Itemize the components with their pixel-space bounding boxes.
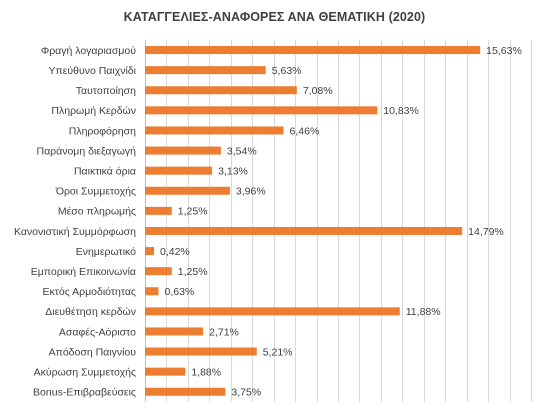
category-label: Μέσο πληρωμής (58, 206, 136, 218)
bar (145, 66, 266, 75)
bar (145, 146, 221, 155)
data-label: 3,54% (227, 145, 257, 157)
category-label: Κανονιστική Συμμόρφωση (14, 226, 136, 238)
bar (145, 247, 155, 256)
data-label: 15,63% (486, 45, 522, 57)
data-label: 1,25% (178, 206, 208, 218)
data-label: 0,42% (160, 246, 190, 258)
data-label: 5,21% (263, 346, 293, 358)
category-label: Ακύρωση Συμμετοχής (34, 366, 136, 378)
bar (145, 186, 230, 195)
category-label: Παράνομη διεξαγωγή (37, 145, 137, 157)
bar (145, 126, 284, 135)
category-label: Όροι Συμμετοχής (55, 186, 136, 198)
category-label: Παικτικά όρια (74, 165, 136, 177)
data-label: 3,13% (218, 165, 248, 177)
data-label: 2,71% (209, 326, 239, 338)
bar (145, 367, 186, 376)
category-label: Πληρωμή Κερδών (51, 105, 136, 117)
category-label: Διευθέτηση κερδών (45, 306, 136, 318)
bar (145, 86, 297, 95)
category-label: Φραγή λογαριασμού (41, 45, 136, 57)
data-label: 1,88% (191, 366, 221, 378)
category-label: Απόδοση Παιγνίου (49, 346, 137, 358)
category-label: Εκτός Αρμοδιότητας (43, 286, 137, 298)
category-label: Ενημερωτικό (76, 246, 136, 258)
bar (145, 206, 172, 215)
bar (145, 327, 204, 336)
data-label: 11,88% (406, 306, 441, 318)
category-label: Ταυτοποίηση (76, 85, 136, 97)
category-label: Πληροφόρηση (69, 125, 136, 137)
data-label: 3,96% (236, 186, 266, 198)
data-label: 0,63% (165, 286, 195, 298)
data-label: 6,46% (290, 125, 320, 137)
bar (145, 287, 159, 296)
bar (145, 106, 378, 115)
data-label: 7,08% (303, 85, 333, 97)
category-label: Υπεύθυνο Παιχνίδι (48, 65, 136, 77)
bar (145, 387, 226, 396)
bar (145, 46, 481, 55)
category-label: Ασαφές-Αόριστο (59, 326, 136, 338)
bar (145, 166, 213, 175)
bar (145, 267, 172, 276)
data-label: 10,83% (383, 105, 419, 117)
data-label: 14,79% (468, 226, 504, 238)
category-label: Εμπορική Επικοινωνία (31, 266, 136, 278)
category-label: Bonus-Επιβραβεύσεις (33, 387, 136, 399)
data-label: 3,75% (231, 387, 261, 399)
bar (145, 226, 463, 235)
data-label: 1,25% (178, 266, 208, 278)
chart-title: ΚΑΤΑΓΓΕΛΙΕΣ-ΑΝΑΦΟΡΕΣ ΑΝΑ ΘΕΜΑΤΙΚΗ (2020) (123, 10, 426, 24)
data-label: 5,63% (272, 65, 302, 77)
bar (145, 347, 257, 356)
bar (145, 307, 400, 316)
